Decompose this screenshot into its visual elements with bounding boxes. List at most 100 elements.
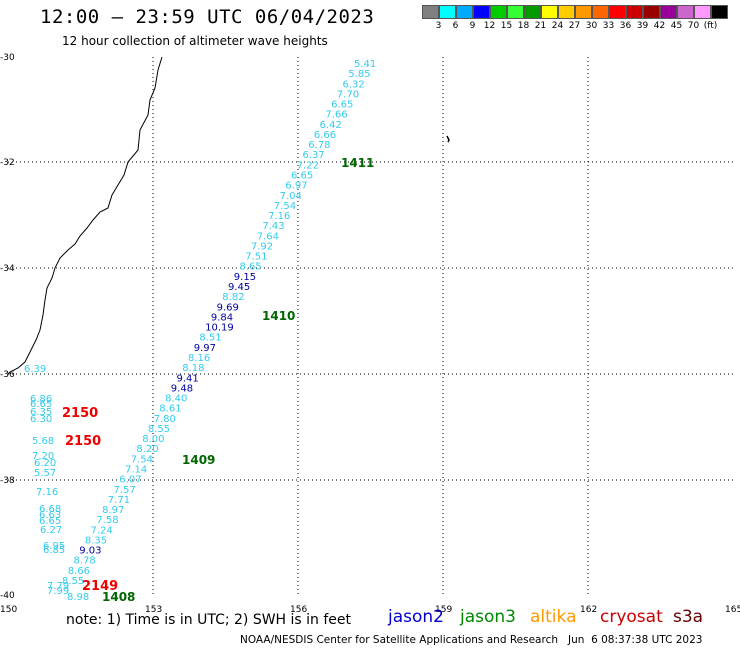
swh-value: 7.54 (274, 201, 296, 212)
legend-label: 33 (602, 21, 615, 31)
swh-value: 8.98 (67, 592, 89, 603)
legend-label: 21 (534, 21, 547, 31)
color-scale-legend: 3 6 9 12 15 18 21 24 27 30 33 36 39 42 45 70 (ft) (422, 5, 728, 31)
legend-label: 12 (483, 21, 496, 31)
lat-tick-label: -36 (0, 370, 15, 380)
credit-footer: NOAA/NESDIS Center for Satellite Applica… (240, 634, 703, 646)
swh-value: 6.68 (39, 504, 61, 515)
legend-swatch (541, 5, 558, 19)
lat-tick-label: -32 (0, 158, 15, 168)
lon-tick-label: 153 (145, 605, 162, 615)
swh-value: 6.37 (303, 150, 325, 161)
swh-value: 8.55 (148, 424, 170, 435)
swh-value: 7.22 (297, 160, 319, 171)
axis-tick-labels: 150 153 156 159 162 165 -30 -32 -34 -36 -38 -40 (0, 53, 740, 615)
legend-label: 42 (653, 21, 666, 31)
legend-swatch (422, 5, 439, 19)
swh-value: 8.40 (165, 394, 187, 405)
swh-value: 5.57 (34, 468, 56, 479)
swh-value: 8.18 (182, 363, 204, 374)
legend-swatch (524, 5, 541, 19)
legend-swatch (609, 5, 626, 19)
legend-label: 27 (568, 21, 581, 31)
swh-value: 7.16 (268, 211, 290, 222)
legend-label: 39 (636, 21, 649, 31)
lon-tick-label: 156 (290, 605, 307, 615)
swh-value: 8.61 (159, 404, 181, 415)
lat-tick-label: -30 (0, 53, 15, 63)
time-label: 1411 (341, 156, 374, 170)
swh-value: 7.57 (114, 485, 136, 496)
swh-value: 7.70 (337, 89, 359, 100)
swh-value: 7.20 (32, 451, 54, 462)
legend-label: 3 (435, 21, 442, 31)
swh-value: 9.03 (79, 546, 101, 557)
legend-label: (ft) (703, 21, 718, 31)
swh-value: 7.66 (325, 110, 347, 121)
swh-value: 8.51 (199, 333, 221, 344)
swh-value: 7.24 (91, 525, 113, 536)
swh-value: 7.64 (257, 231, 279, 242)
swh-value: 7.54 (131, 454, 153, 465)
swh-value: 6.30 (30, 414, 52, 425)
time-labels: 1411 1410 1409 1408 2150 2150 2149 (62, 156, 374, 604)
swh-value: 6.86 (30, 394, 52, 405)
swh-value: 6.27 (40, 525, 62, 536)
swh-value: 7.58 (96, 515, 118, 526)
swh-value: 9.41 (177, 373, 199, 384)
legend-swatch (575, 5, 592, 19)
swh-value: 6.65 (291, 171, 313, 182)
legend-label: 36 (619, 21, 632, 31)
swh-value: 9.45 (228, 282, 250, 293)
swh-value: 6.20 (34, 458, 56, 469)
lon-tick-label: 159 (435, 605, 452, 615)
coastline-path (7, 56, 163, 375)
satellite-legend-item: jason3 (460, 607, 516, 627)
time-label: 2149 (82, 579, 118, 594)
legend-labels: 3 6 9 12 15 18 21 24 27 30 33 36 39 42 45 70 (ft) (422, 21, 728, 31)
time-label: 1409 (182, 453, 215, 467)
swh-value: 5.41 (354, 59, 376, 70)
satellite-legend-item: jason2 (388, 607, 444, 627)
swh-value: 5.85 (348, 69, 370, 80)
swh-value: 6.65 (30, 399, 52, 410)
legend-swatch (439, 5, 456, 19)
swh-value: 6.78 (308, 140, 330, 151)
legend-label: 9 (469, 21, 476, 31)
time-label: 1410 (262, 309, 295, 323)
swh-value: 8.82 (222, 292, 244, 303)
swh-value: 7.14 (125, 465, 147, 476)
swh-value: 7.99 (47, 586, 69, 597)
swh-value: 7.51 (245, 252, 267, 263)
footnote: note: 1) Time is in UTC; 2) SWH is in fe… (66, 612, 352, 628)
legend-label: 70 (687, 21, 700, 31)
time-label: 1408 (102, 590, 135, 604)
altimeter-track: 5.415.856.327.706.657.666.426.666.786.37… (62, 59, 376, 587)
swh-value: 6.07 (119, 475, 141, 486)
swh-value: 6.66 (314, 130, 336, 141)
swh-value: 8.00 (142, 434, 164, 445)
swh-value: 6.97 (285, 181, 307, 192)
page-subtitle: 12 hour collection of altimeter wave hei… (62, 34, 328, 48)
swh-value: 8.16 (188, 353, 210, 364)
swh-value: 8.66 (68, 566, 90, 577)
lat-tick-label: -34 (0, 264, 15, 274)
lat-tick-label: -38 (0, 476, 15, 486)
swh-value: 6.85 (43, 545, 65, 556)
swh-value: 8.20 (136, 444, 158, 455)
swh-value: 7.79 (47, 581, 69, 592)
legend-swatch (643, 5, 660, 19)
legend-swatch (558, 5, 575, 19)
swh-value: 6.42 (320, 120, 342, 131)
swh-value: 6.35 (30, 407, 52, 418)
lat-tick-label: -40 (0, 591, 15, 601)
swh-value: 6.95 (43, 541, 65, 552)
swh-value: 6.63 (39, 510, 61, 521)
legend-label: 45 (670, 21, 683, 31)
swh-value: 9.97 (194, 343, 216, 354)
lon-tick-label: 150 (0, 605, 17, 615)
legend-swatch (456, 5, 473, 19)
legend-swatch (490, 5, 507, 19)
swh-value: 8.65 (240, 262, 262, 273)
